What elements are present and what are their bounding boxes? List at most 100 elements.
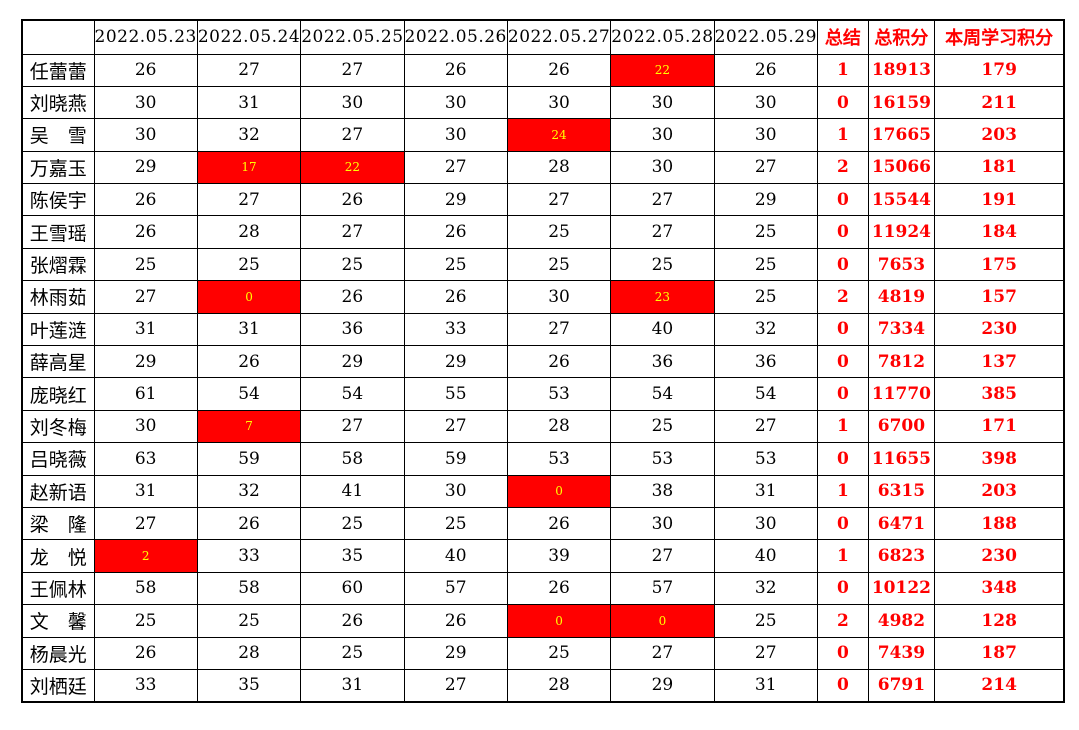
table-row: 杨晨光 26 28 25 29 25 27 27 0 7439 187	[21, 636, 1065, 670]
week-study-points-cell: 188	[933, 506, 1065, 541]
daily-score-cell: 40	[713, 539, 818, 573]
table-row: 吴 雪 30 32 27 30 24 30 30 1 17665 203	[21, 118, 1065, 152]
daily-score-cell: 25	[196, 247, 302, 282]
summary-count-cell: 0	[816, 183, 869, 217]
week-study-points-cell: 230	[933, 312, 1065, 347]
daily-score-cell: 26	[93, 636, 198, 670]
daily-score-cell: 30	[93, 118, 198, 152]
student-name-cell: 王雪瑶	[21, 215, 95, 249]
summary-count-cell: 1	[816, 118, 869, 152]
daily-score-cell: 26	[93, 53, 198, 87]
daily-score-cell: 30	[300, 85, 405, 120]
daily-score-cell: 26	[300, 280, 405, 314]
daily-score-cell: 33	[403, 312, 508, 347]
student-name-cell: 文 馨	[21, 604, 95, 638]
summary-count-cell: 2	[816, 604, 869, 638]
header-row: 2022.05.23 2022.05.24 2022.05.25 2022.05.26…	[21, 19, 1065, 55]
week-study-points-cell: 181	[933, 150, 1065, 185]
date-column-header: 2022.05.25	[300, 19, 405, 55]
daily-score-cell: 31	[713, 668, 818, 703]
daily-score-cell: 57	[610, 571, 715, 606]
daily-score-cell-flagged: 2	[93, 539, 198, 573]
table-row: 薛高星 29 26 29 29 26 36 36 0 7812 137	[21, 345, 1065, 379]
week-study-points-cell: 398	[933, 442, 1065, 476]
table-row: 刘栖廷 33 35 31 27 28 29 31 0 6791 214	[21, 668, 1065, 703]
daily-score-cell: 31	[196, 312, 302, 347]
week-study-points-cell: 137	[933, 345, 1065, 379]
daily-score-cell: 33	[196, 539, 302, 573]
daily-score-cell: 30	[713, 85, 818, 120]
daily-score-cell: 32	[196, 118, 302, 152]
daily-score-cell: 30	[403, 118, 508, 152]
total-points-cell: 6791	[867, 668, 935, 703]
daily-score-cell-flagged: 0	[610, 604, 715, 638]
daily-score-cell: 30	[403, 474, 508, 508]
daily-score-cell: 36	[713, 345, 818, 379]
total-points-cell: 7653	[867, 247, 935, 282]
summary-count-cell: 0	[816, 377, 869, 411]
daily-score-cell: 27	[610, 215, 715, 249]
summary-count-cell: 0	[816, 247, 869, 282]
daily-score-cell: 26	[506, 53, 612, 87]
table-row: 刘晓燕 30 31 30 30 30 30 30 0 16159 211	[21, 85, 1065, 120]
daily-score-cell: 25	[713, 604, 818, 638]
daily-score-cell: 25	[713, 215, 818, 249]
daily-score-cell: 25	[300, 636, 405, 670]
corner-cell	[21, 19, 95, 55]
table-row: 张熠霖 25 25 25 25 25 25 25 0 7653 175	[21, 247, 1065, 282]
daily-score-cell: 26	[196, 345, 302, 379]
daily-score-cell: 27	[506, 183, 612, 217]
daily-score-cell: 27	[610, 636, 715, 670]
date-column-header: 2022.05.23	[93, 19, 198, 55]
daily-score-cell: 25	[506, 247, 612, 282]
date-column-header: 2022.05.24	[196, 19, 302, 55]
daily-score-cell-flagged: 24	[506, 118, 612, 152]
daily-score-cell-flagged: 7	[196, 409, 302, 444]
daily-score-cell: 25	[610, 247, 715, 282]
daily-score-cell: 31	[196, 85, 302, 120]
daily-score-cell: 28	[506, 409, 612, 444]
daily-score-cell: 36	[610, 345, 715, 379]
daily-score-cell: 26	[506, 571, 612, 606]
daily-score-cell: 30	[506, 85, 612, 120]
total-points-cell: 11924	[867, 215, 935, 249]
daily-score-cell: 57	[403, 571, 508, 606]
table-row: 王佩林 58 58 60 57 26 57 32 0 10122 348	[21, 571, 1065, 606]
daily-score-cell: 30	[713, 118, 818, 152]
daily-score-cell: 41	[300, 474, 405, 508]
daily-score-cell: 36	[300, 312, 405, 347]
student-name-cell: 薛高星	[21, 345, 95, 379]
week-study-points-cell: 157	[933, 280, 1065, 314]
table-row: 梁 隆 27 26 25 25 26 30 30 0 6471 188	[21, 506, 1065, 541]
daily-score-cell-flagged: 0	[506, 604, 612, 638]
daily-score-cell: 54	[196, 377, 302, 411]
table-body: 任蕾蕾 26 27 27 26 26 22 26 1 18913 179 刘晓燕 30 31 30 30 30 3…	[21, 53, 1065, 703]
daily-score-cell-flagged: 22	[610, 53, 715, 87]
week-study-points-cell: 203	[933, 118, 1065, 152]
daily-score-cell: 27	[300, 53, 405, 87]
student-name-cell: 林雨茹	[21, 280, 95, 314]
student-name-cell: 刘栖廷	[21, 668, 95, 703]
table-row: 林雨茹 27 0 26 26 30 23 25 2 4819 157	[21, 280, 1065, 314]
total-points-cell: 11655	[867, 442, 935, 476]
student-name-cell: 刘冬梅	[21, 409, 95, 444]
daily-score-cell: 27	[93, 506, 198, 541]
student-name-cell: 梁 隆	[21, 506, 95, 541]
daily-score-cell: 27	[196, 183, 302, 217]
summary-count-cell: 0	[816, 345, 869, 379]
daily-score-cell: 27	[713, 150, 818, 185]
daily-score-cell: 30	[713, 506, 818, 541]
date-column-header: 2022.05.28	[610, 19, 715, 55]
week-study-points-cell: 179	[933, 53, 1065, 87]
daily-score-cell: 38	[610, 474, 715, 508]
daily-score-cell: 33	[93, 668, 198, 703]
date-column-header: 2022.05.26	[403, 19, 508, 55]
total-points-cell: 4982	[867, 604, 935, 638]
daily-score-cell-flagged: 0	[196, 280, 302, 314]
daily-score-cell: 53	[506, 377, 612, 411]
daily-score-cell: 35	[196, 668, 302, 703]
table-row: 万嘉玉 29 17 22 27 28 30 27 2 15066 181	[21, 150, 1065, 185]
daily-score-cell: 27	[403, 668, 508, 703]
week-study-points-cell: 230	[933, 539, 1065, 573]
student-name-cell: 万嘉玉	[21, 150, 95, 185]
